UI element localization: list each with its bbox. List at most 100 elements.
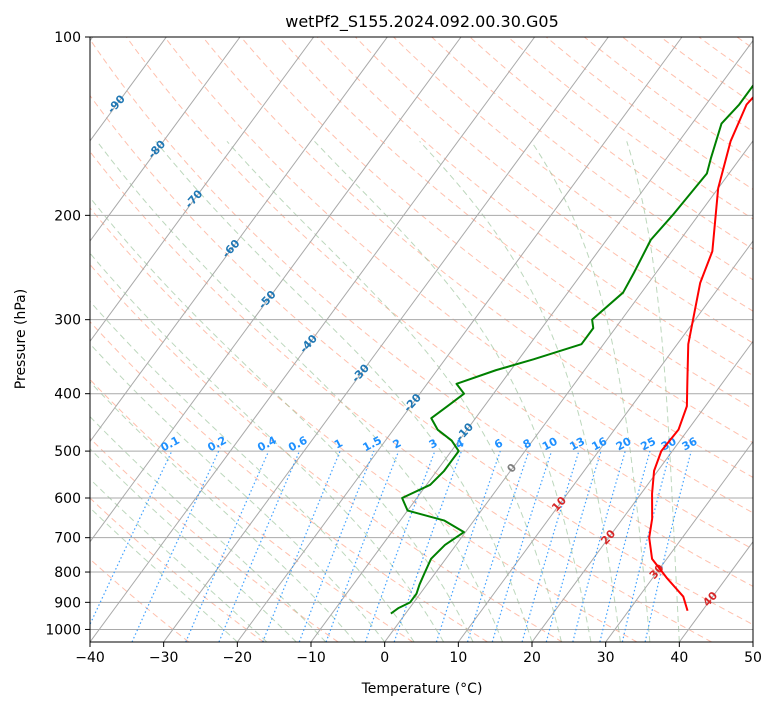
isobars	[90, 37, 753, 630]
mixing-ratio-label: 13	[567, 435, 587, 454]
isotherm-line	[678, 540, 753, 642]
mixing-ratio-line	[644, 450, 692, 642]
y-tick-label: 1000	[45, 622, 81, 638]
dry-adiabat	[545, 37, 753, 190]
y-tick-label: 600	[54, 491, 81, 507]
mixing-ratio-line	[393, 450, 463, 642]
dry-adiabat	[90, 207, 638, 642]
dry-adiabat	[660, 37, 753, 105]
moist-adiabat	[90, 381, 356, 642]
isotherm-line	[90, 37, 315, 343]
moist-adiabat	[530, 141, 651, 642]
isotherm-label: -60	[220, 237, 243, 261]
dry-adiabat	[164, 37, 753, 514]
moist-adiabat	[419, 140, 621, 642]
x-axis-label: Temperature (°C)	[361, 681, 483, 697]
mixing-ratio-label: 16	[590, 435, 610, 454]
mixing-ratio-line	[572, 450, 626, 642]
mixing-ratio-line	[435, 450, 501, 642]
x-axis-ticks: −40 −30 −20 −10 0 10 20 30 40 50	[75, 642, 762, 666]
mixing-ratio-line	[325, 450, 400, 642]
isotherm-label: -80	[145, 137, 168, 161]
x-tick-label: 0	[380, 650, 389, 666]
x-tick-label: −40	[75, 650, 105, 666]
dry-adiabat	[431, 37, 753, 281]
dry-adiabat	[90, 497, 264, 642]
x-tick-label: 30	[597, 650, 615, 666]
mixing-ratio-label: 8	[521, 436, 534, 451]
mixing-ratio-line	[364, 450, 436, 642]
mixing-ratio-line	[90, 450, 173, 626]
mixing-ratio-label: 10	[540, 435, 560, 454]
mixing-ratio-label: 20	[614, 435, 634, 454]
isotherm-line	[90, 37, 167, 142]
x-tick-label: 40	[670, 650, 688, 666]
moist-adiabat	[90, 507, 238, 642]
y-tick-label: 200	[54, 208, 81, 224]
plot-area: 0.1 0.2 0.4 0.6 1 1.5 2 3 4 6 8 10 13 16 20 25 30 36-100-…	[60, 37, 753, 642]
dewpoint-profile-line	[390, 84, 753, 615]
mixing-ratio-line	[466, 450, 530, 642]
isotherm-line	[90, 37, 462, 543]
mixing-ratio-line	[521, 450, 580, 642]
y-tick-label: 800	[54, 565, 81, 581]
dry-adiabat	[90, 263, 563, 642]
mixing-ratio-line	[185, 450, 270, 642]
y-tick-label: 400	[54, 387, 81, 403]
x-tick-label: −30	[149, 650, 179, 666]
y-tick-label: 500	[54, 444, 81, 460]
mixing-ratio-label: 3	[427, 436, 440, 451]
isotherm-line	[90, 37, 536, 642]
moist-adiabat	[90, 196, 474, 642]
isotherm-line	[605, 440, 753, 642]
mixing-ratio-line	[599, 450, 651, 642]
isotherm-line	[90, 37, 241, 242]
x-tick-label: −20	[223, 650, 253, 666]
isotherm-label: -50	[256, 288, 279, 312]
mixing-ratio-label: 2	[391, 436, 404, 451]
y-axis-ticks: 100 200 300 400 500 600 700 800 900 1000	[45, 30, 90, 638]
mixing-ratio-label: 36	[680, 435, 700, 454]
mixing-ratio-label: 25	[638, 435, 658, 454]
isotherm-line	[384, 140, 753, 642]
isotherm-line	[531, 340, 753, 642]
isotherm-label: 20	[598, 527, 618, 547]
dry-adiabat	[622, 37, 753, 133]
dry-adiabat	[355, 37, 753, 344]
mixing-ratio-line	[262, 450, 341, 642]
plot-frame	[89, 36, 754, 643]
isotherm-line	[90, 37, 388, 443]
dry-adiabat	[316, 37, 753, 377]
x-tick-label: −10	[296, 650, 326, 666]
dry-adiabats	[90, 37, 753, 642]
mixing-ratio-line	[298, 450, 375, 642]
y-tick-label: 700	[54, 531, 81, 547]
mixing-ratio-label: 6	[492, 436, 505, 451]
temperature-profile-line	[648, 96, 753, 612]
y-tick-label: 100	[54, 30, 81, 46]
moist-adiabat	[226, 140, 562, 642]
mixing-ratio-line	[621, 450, 672, 642]
x-tick-label: 20	[523, 650, 541, 666]
dry-adiabat	[90, 94, 753, 626]
mixing-ratio-line	[218, 450, 301, 642]
dry-adiabat	[278, 37, 753, 410]
isotherm-label: 40	[700, 589, 720, 609]
moist-adiabat	[90, 448, 297, 642]
dry-adiabat	[736, 37, 753, 49]
moist-adiabat	[155, 141, 533, 642]
isotherm-line	[752, 641, 753, 642]
mixing-ratio-line	[491, 450, 553, 642]
dry-adiabat	[90, 150, 712, 642]
isotherm-label: -20	[401, 391, 424, 415]
isotherm-label: -100	[60, 46, 88, 75]
isotherm-line	[457, 240, 753, 642]
isotherm-label: 10	[549, 494, 569, 514]
moist-adiabat	[90, 415, 327, 642]
y-tick-label: 900	[54, 595, 81, 611]
isotherm-label: 0	[504, 461, 519, 476]
mixing-ratio-line	[545, 450, 602, 642]
dry-adiabat	[126, 37, 753, 550]
dry-adiabat	[90, 38, 753, 587]
